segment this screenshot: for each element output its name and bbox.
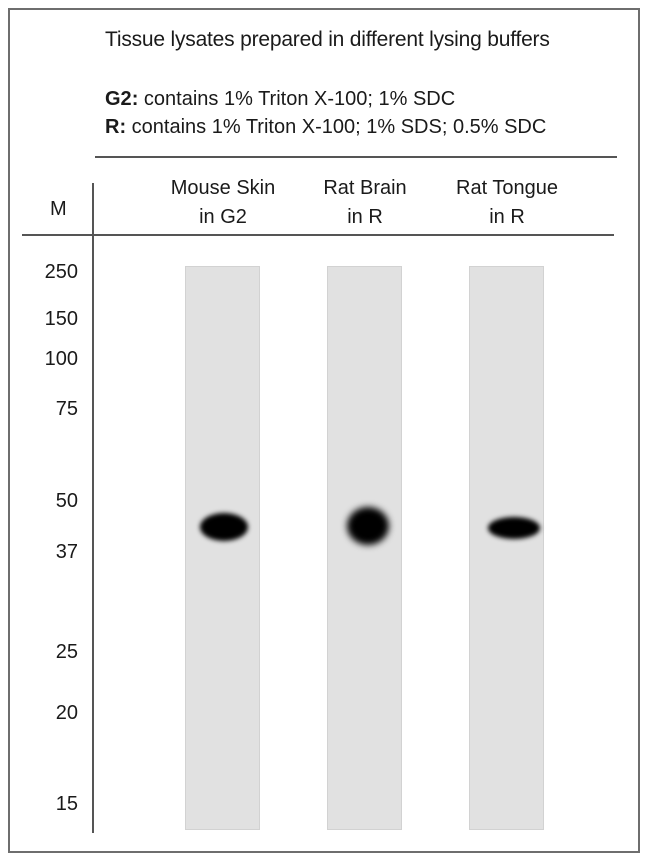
marker-100: 100	[44, 348, 78, 370]
buffer-g2-description: G2: contains 1% Triton X-100; 1% SDC	[105, 88, 456, 110]
marker-250: 250	[44, 261, 78, 283]
buffer-r-description: R: contains 1% Triton X-100; 1% SDS; 0.5…	[105, 116, 547, 138]
blot-lane-mouse-skin	[185, 266, 260, 830]
marker-header: M	[50, 198, 67, 220]
marker-150: 150	[44, 308, 78, 330]
divider-header	[22, 234, 614, 236]
marker-axis-line	[92, 183, 94, 833]
protein-band	[200, 513, 248, 541]
marker-50: 50	[55, 490, 78, 512]
marker-75: 75	[55, 398, 78, 420]
protein-band	[488, 517, 540, 539]
marker-20: 20	[55, 702, 78, 724]
blot-lane-rat-brain	[327, 266, 402, 830]
marker-15: 15	[55, 793, 78, 815]
lane-label-rat-brain: Rat Brain in R	[323, 177, 407, 228]
divider-top	[95, 156, 617, 158]
marker-37: 37	[55, 541, 78, 563]
marker-25: 25	[55, 641, 78, 663]
blot-lane-rat-tongue	[469, 266, 544, 830]
figure-frame	[8, 8, 640, 853]
figure-title: Tissue lysates prepared in different lys…	[105, 28, 550, 51]
lane-label-rat-tongue: Rat Tongue in R	[456, 177, 558, 228]
lane-label-mouse-skin: Mouse Skin in G2	[170, 177, 276, 228]
protein-band	[347, 507, 389, 545]
